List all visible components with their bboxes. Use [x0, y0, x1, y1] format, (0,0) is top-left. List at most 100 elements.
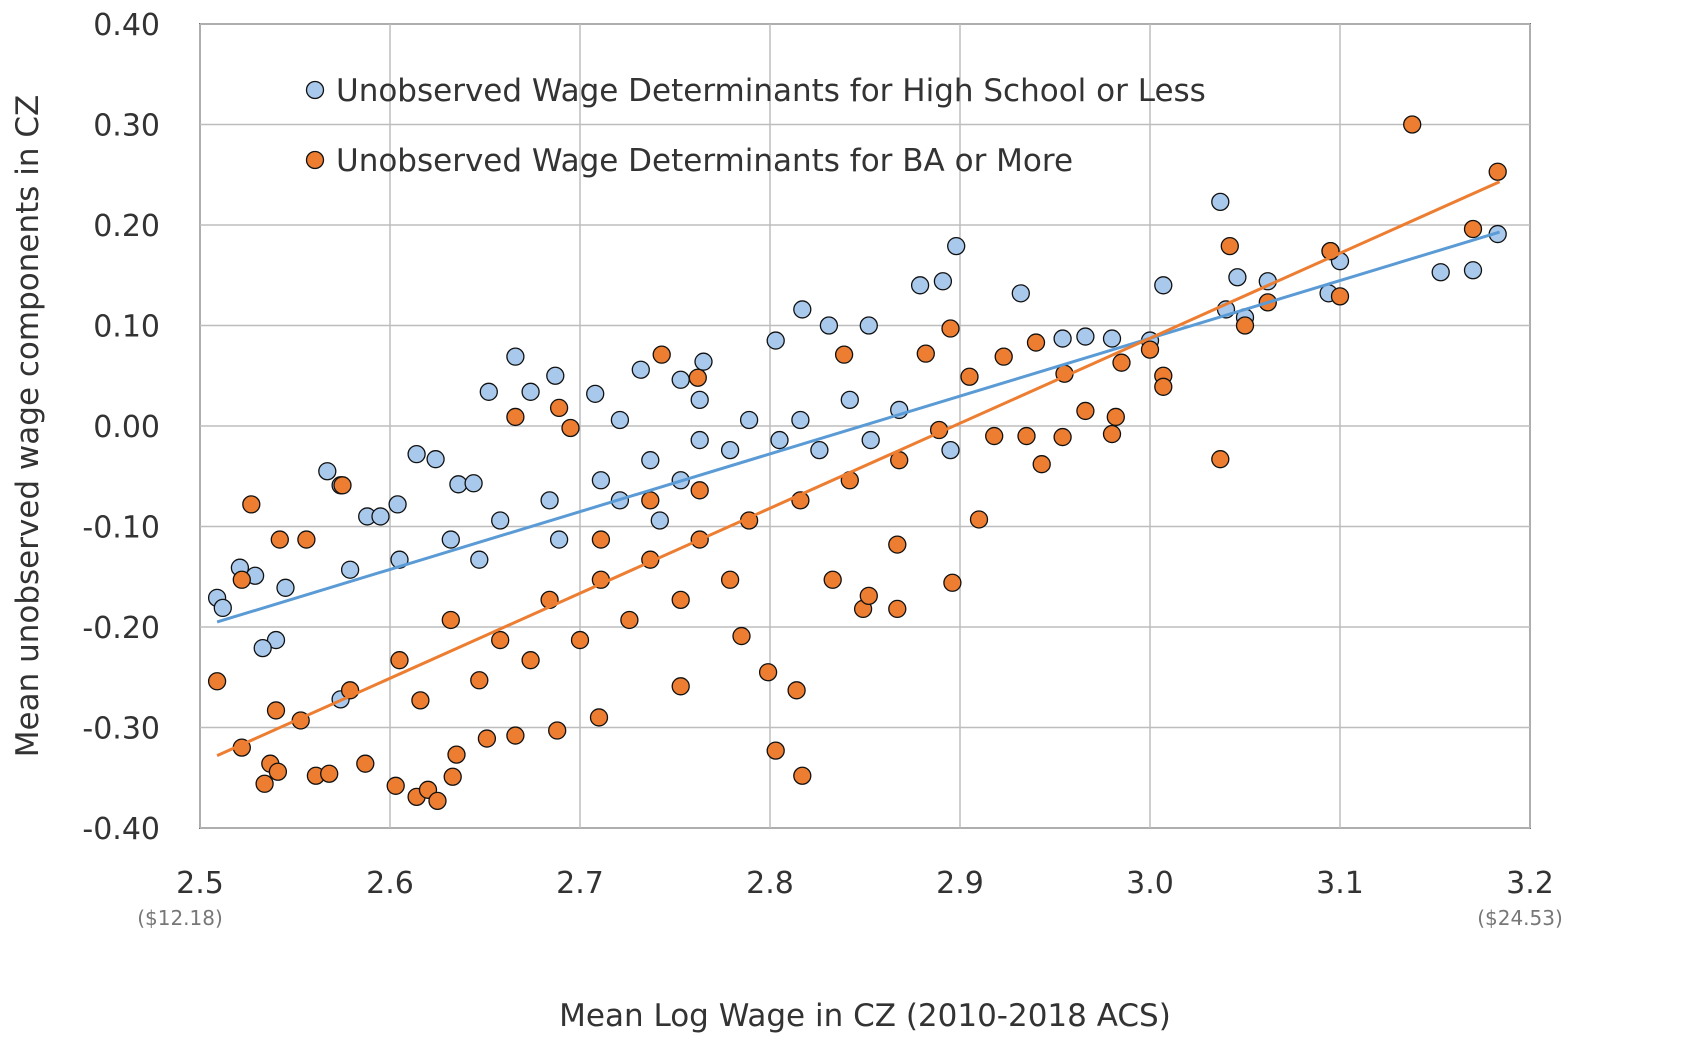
scatter-point: [232, 570, 251, 589]
scatter-point: [333, 476, 352, 495]
scatter-point: [506, 726, 525, 745]
scatter-point: [1211, 450, 1230, 469]
scatter-point: [888, 599, 907, 619]
scatter-point: [671, 370, 690, 389]
scatter-point: [213, 598, 232, 618]
scatter-point: [787, 681, 806, 700]
annotation: ($12.18): [137, 906, 223, 930]
scatter-point: [933, 272, 953, 291]
scatter-point: [1112, 353, 1131, 372]
scatter-point: [441, 610, 460, 630]
scatter-point: [1026, 333, 1046, 352]
scatter-point: [943, 573, 962, 592]
scatter-point: [766, 741, 785, 760]
scatter-point: [207, 672, 227, 691]
scatter-point: [1154, 377, 1173, 396]
scatter-point: [1106, 407, 1125, 427]
scatter-point: [947, 236, 966, 256]
scatter-point: [276, 578, 295, 597]
scatter-point: [411, 691, 430, 710]
scatter-point: [650, 511, 669, 530]
scatter-point: [994, 347, 1013, 366]
scatter-point: [470, 671, 489, 690]
scatter-point: [1463, 219, 1483, 239]
scatter-point: [470, 550, 489, 569]
scatter-point: [549, 530, 569, 549]
x-tick-label: 3.1: [1316, 866, 1364, 901]
legend-label: Unobserved Wage Determinants for High Sc…: [336, 73, 1206, 109]
scatter-point: [631, 360, 650, 379]
scatter-point: [1032, 455, 1051, 474]
scatter-point: [859, 316, 878, 335]
x-tick-label: 3.0: [1126, 866, 1174, 901]
scatter-point: [770, 430, 789, 450]
scatter-point: [268, 762, 288, 781]
scatter-point: [916, 344, 935, 363]
scatter-point: [242, 495, 261, 514]
scatter-point: [477, 729, 497, 748]
scatter-point: [449, 475, 468, 494]
scatter-point: [819, 316, 839, 335]
scatter-point: [441, 530, 460, 549]
scatter-point: [1011, 284, 1030, 303]
scatter-point: [652, 345, 671, 364]
y-tick-label: 0.10: [93, 310, 160, 345]
x-tick-label: 2.5: [176, 866, 224, 901]
scatter-point: [690, 481, 709, 500]
scatter-point: [1154, 276, 1173, 295]
scatter-point: [1488, 162, 1507, 181]
scatter-point: [570, 630, 590, 650]
scatter-point: [447, 745, 466, 764]
scatter-point: [732, 626, 751, 646]
scatter-point: [766, 331, 785, 350]
scatter-point: [340, 560, 360, 579]
x-tick-label: 2.7: [556, 866, 604, 901]
scatter-point: [960, 367, 979, 386]
y-tick-label: 0.20: [93, 209, 160, 244]
scatter-point: [491, 630, 510, 650]
legend-label: Unobserved Wage Determinants for BA or M…: [336, 143, 1073, 179]
scatter-point: [690, 430, 709, 450]
scatter-point: [253, 638, 272, 658]
annotation: ($24.53): [1477, 906, 1563, 930]
x-tick-label: 2.6: [366, 866, 414, 901]
scatter-point: [969, 510, 989, 529]
scatter-point: [758, 663, 778, 682]
scatter-point: [859, 586, 878, 605]
scatter-point: [641, 451, 660, 470]
scatter-point: [266, 701, 286, 720]
scatter-point: [1076, 327, 1095, 346]
scatter-point: [1228, 268, 1247, 287]
scatter-point: [910, 276, 930, 295]
scatter-point: [443, 767, 462, 786]
scatter-point: [1330, 287, 1350, 306]
scatter-point: [586, 384, 605, 403]
scatter-point: [428, 791, 447, 811]
legend-marker: [305, 150, 325, 170]
scatter-point: [318, 462, 337, 481]
y-tick-label: 0.40: [93, 8, 160, 43]
scatter-point: [561, 418, 580, 438]
scatter-point: [888, 535, 907, 554]
scatter-point: [407, 444, 426, 464]
x-tick-label: 3.2: [1506, 866, 1554, 901]
scatter-point: [840, 390, 859, 410]
scatter-point: [506, 407, 525, 427]
scatter-point: [266, 630, 286, 650]
scatter-point: [1235, 316, 1255, 335]
scatter-point: [810, 440, 829, 460]
scatter-point: [540, 491, 559, 510]
scatter-point: [390, 651, 409, 670]
scatter-point: [386, 776, 405, 795]
scatter-point: [1211, 192, 1230, 212]
scatter-point: [641, 491, 660, 510]
scatter-point: [388, 495, 407, 514]
y-axis-title: Mean unobserved wage components in CZ: [10, 95, 46, 758]
y-tick-label: -0.40: [82, 812, 160, 847]
scatter-point: [671, 590, 690, 610]
scatter-point: [610, 410, 630, 430]
scatter-point: [591, 471, 611, 490]
scatter-point: [861, 430, 880, 450]
scatter-point: [521, 382, 540, 401]
